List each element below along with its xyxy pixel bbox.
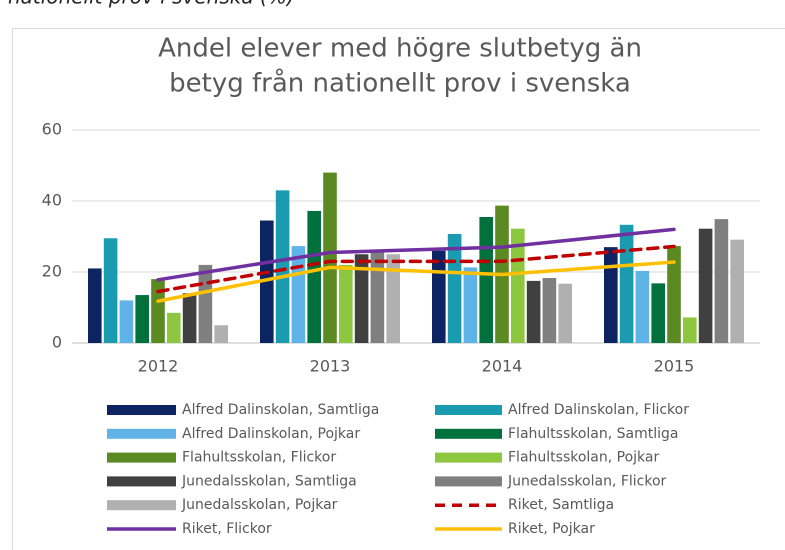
bar bbox=[307, 210, 321, 343]
legend-swatch bbox=[107, 476, 176, 487]
legend-label: Flahultsskolan, Flickor bbox=[182, 450, 336, 466]
y-tick-label: 40 bbox=[42, 191, 62, 210]
bar bbox=[479, 216, 493, 343]
bar bbox=[275, 190, 290, 343]
bar bbox=[526, 280, 541, 343]
y-tick-label: 20 bbox=[42, 262, 62, 281]
chart-border bbox=[12, 28, 785, 550]
line bbox=[156, 227, 676, 282]
legend-label: Junedalsskolan, Pojkar bbox=[181, 497, 338, 513]
bar bbox=[354, 254, 369, 343]
y-tick-label: 0 bbox=[52, 333, 62, 352]
legend-label: Junedalsskolan, Flickor bbox=[507, 473, 667, 489]
legend-swatch bbox=[107, 452, 176, 463]
bar bbox=[651, 283, 665, 343]
bar bbox=[635, 270, 650, 343]
bar bbox=[667, 246, 681, 343]
bar bbox=[119, 300, 134, 343]
legend-swatch bbox=[435, 428, 502, 439]
x-tick-label: 2015 bbox=[654, 357, 695, 376]
bar bbox=[604, 247, 618, 343]
legend-swatch bbox=[107, 428, 176, 439]
legend-label: Riket, Pojkar bbox=[508, 521, 595, 537]
bar bbox=[339, 264, 353, 343]
bar bbox=[214, 325, 228, 343]
legend-label: Riket, Flickor bbox=[182, 521, 272, 537]
bar bbox=[386, 254, 400, 343]
bar bbox=[135, 295, 149, 343]
bar bbox=[542, 278, 557, 343]
y-tick-label: 60 bbox=[42, 120, 62, 139]
legend-label: Flahultsskolan, Pojkar bbox=[508, 450, 659, 466]
bar bbox=[182, 293, 197, 343]
page-heading: nationellt prov i svenska (%) bbox=[8, 0, 295, 9]
legend-swatch bbox=[435, 452, 502, 463]
bar bbox=[463, 267, 478, 343]
legend-label: Junedalsskolan, Samtliga bbox=[181, 473, 357, 489]
bar bbox=[167, 312, 181, 343]
bar bbox=[370, 250, 385, 343]
bar bbox=[683, 317, 697, 343]
legend-label: Alfred Dalinskolan, Pojkar bbox=[182, 426, 360, 442]
legend-swatch bbox=[435, 476, 502, 487]
x-tick-label: 2013 bbox=[310, 357, 351, 376]
bar bbox=[103, 238, 118, 343]
bar bbox=[260, 220, 274, 343]
chart-title: Andel elever med högre slutbetyg än bbox=[158, 34, 642, 64]
line bbox=[156, 244, 676, 294]
legend-label: Flahultsskolan, Samtliga bbox=[508, 426, 679, 442]
bar bbox=[432, 250, 446, 343]
bar bbox=[730, 239, 744, 343]
bar bbox=[151, 279, 165, 343]
x-tick-label: 2014 bbox=[482, 357, 523, 376]
bar bbox=[291, 246, 306, 343]
legend-swatch bbox=[107, 500, 176, 511]
bar bbox=[698, 228, 713, 343]
chart-title: betyg från nationellt prov i svenska bbox=[169, 68, 631, 99]
legend-swatch bbox=[435, 405, 502, 415]
bar bbox=[558, 283, 572, 343]
legend-label: Riket, Samtliga bbox=[508, 497, 614, 513]
bar bbox=[198, 264, 213, 343]
bar bbox=[511, 228, 525, 343]
x-tick-label: 2012 bbox=[138, 357, 179, 376]
bar bbox=[323, 172, 337, 343]
legend-label: Alfred Dalinskolan, Samtliga bbox=[182, 402, 379, 418]
bar bbox=[619, 224, 634, 343]
legend-swatch bbox=[107, 405, 176, 415]
bar bbox=[714, 219, 729, 343]
line bbox=[156, 260, 676, 303]
bar bbox=[88, 268, 102, 343]
legend-label: Alfred Dalinskolan, Flickor bbox=[508, 402, 689, 418]
